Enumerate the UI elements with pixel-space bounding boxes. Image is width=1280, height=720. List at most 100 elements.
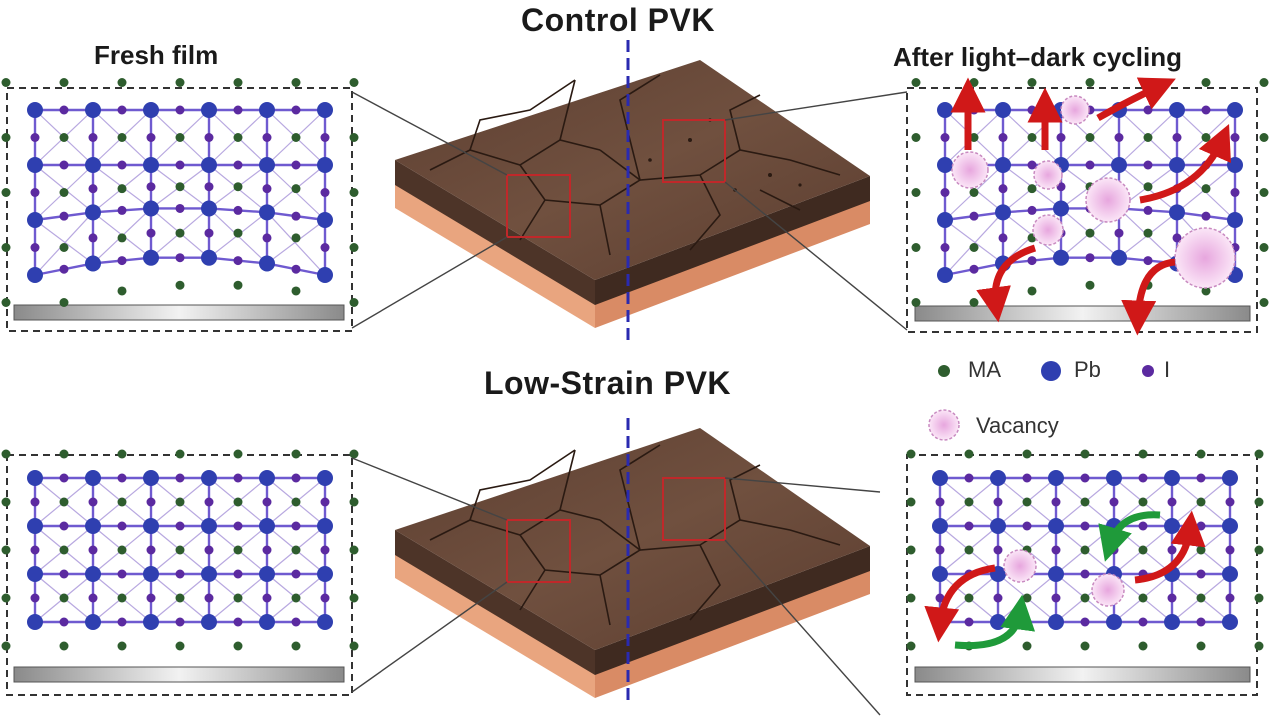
lead-ion xyxy=(1164,614,1180,630)
lead-ion xyxy=(1227,157,1243,173)
ma-ion xyxy=(964,449,974,459)
ma-ion xyxy=(349,497,359,507)
lead-ion xyxy=(1048,470,1064,486)
ma-ion xyxy=(969,188,979,197)
iodide-ion xyxy=(1080,473,1090,483)
legend-pb-marker xyxy=(1041,361,1061,381)
ma-ion xyxy=(117,641,127,651)
low-strain-pvk-title: Low-Strain PVK xyxy=(484,365,732,401)
iodide-ion xyxy=(1051,593,1061,603)
iodide-ion xyxy=(175,253,185,263)
ma-ion xyxy=(1,243,11,252)
iodide-ion xyxy=(1056,133,1066,142)
iodide-ion xyxy=(1085,253,1095,263)
iodide-ion xyxy=(204,593,214,603)
ma-ion xyxy=(175,280,185,290)
iodide-ion xyxy=(1143,160,1153,170)
ma-ion xyxy=(1196,641,1206,651)
ma-ion xyxy=(291,133,301,142)
green-arrow xyxy=(954,594,1036,650)
ma-ion xyxy=(349,298,359,307)
lead-ion xyxy=(1227,102,1243,118)
lead-ion xyxy=(1222,518,1238,534)
fresh-film-panel xyxy=(6,87,353,332)
lead-ion xyxy=(995,204,1011,221)
legend-ma-label: MA xyxy=(968,357,1001,382)
ma-ion xyxy=(1138,497,1148,507)
red-arrow xyxy=(924,564,996,643)
ma-ion xyxy=(1080,593,1090,603)
iodide-ion xyxy=(1196,473,1206,483)
fresh-film-label: Fresh film xyxy=(94,40,219,70)
lead-ion xyxy=(990,614,1006,630)
iodide-ion xyxy=(993,593,1003,603)
ma-ion xyxy=(291,449,301,459)
after-cycling-label: After light–dark cycling xyxy=(893,42,1182,72)
iodide-ion xyxy=(117,569,127,579)
iodide-ion xyxy=(117,205,127,215)
legend-i-marker xyxy=(1142,365,1154,377)
lead-ion xyxy=(143,614,159,630)
iodide-ion xyxy=(262,593,272,603)
ma-ion xyxy=(175,497,185,507)
iodide-ion xyxy=(1225,593,1235,603)
iodide-ion xyxy=(233,521,243,531)
lead-ion xyxy=(259,566,275,582)
lead-ion xyxy=(932,470,948,486)
ma-ion xyxy=(117,286,127,296)
lead-ion xyxy=(995,102,1011,118)
iodide-ion xyxy=(88,184,98,194)
iodide-ion xyxy=(30,497,40,507)
ma-ion xyxy=(117,133,127,142)
ma-ion xyxy=(1254,545,1264,555)
ion-migration-arrows xyxy=(950,77,1231,336)
iodide-ion xyxy=(88,593,98,603)
reversible-migration-arrows xyxy=(924,510,1206,650)
ma-ion xyxy=(1138,545,1148,555)
red-arrow xyxy=(1096,77,1176,122)
ma-ion xyxy=(291,286,301,296)
lead-ion xyxy=(932,566,948,582)
iodide-ion xyxy=(291,211,301,221)
iodide-ion xyxy=(1167,545,1177,555)
ma-ion xyxy=(1259,78,1269,87)
lead-ion xyxy=(1106,470,1122,486)
film-top-face xyxy=(395,60,870,280)
crack-highlight-box xyxy=(506,174,571,238)
iodide-ion xyxy=(964,521,974,531)
lead-ion xyxy=(259,518,275,534)
vacancy-site xyxy=(1033,160,1063,190)
iodide-ion xyxy=(204,133,214,142)
ma-ion xyxy=(1027,78,1037,87)
lead-ion xyxy=(201,614,217,630)
lead-ion xyxy=(317,614,333,630)
iodide-ion xyxy=(320,545,330,555)
ma-ion xyxy=(911,78,921,87)
ma-ion xyxy=(1,449,11,459)
iodide-ion xyxy=(964,473,974,483)
ma-ion xyxy=(906,641,916,651)
lead-ion xyxy=(1048,566,1064,582)
ma-ion xyxy=(1196,593,1206,603)
iodide-ion xyxy=(59,521,69,531)
iodide-ion xyxy=(233,569,243,579)
ma-ion xyxy=(911,298,921,307)
iodide-ion xyxy=(998,233,1008,243)
iodide-ion xyxy=(1167,497,1177,507)
iodide-ion xyxy=(262,545,272,555)
iodide-ion xyxy=(1051,497,1061,507)
film-front-face xyxy=(395,160,595,305)
iodide-ion xyxy=(291,105,301,115)
iodide-ion xyxy=(175,160,185,170)
ma-ion xyxy=(175,593,185,603)
lead-ion xyxy=(259,470,275,486)
ma-ion xyxy=(117,184,127,194)
lead-ion xyxy=(1111,157,1127,173)
iodide-ion xyxy=(59,264,69,274)
iodide-ion xyxy=(935,497,945,507)
iodide-ion xyxy=(88,133,98,142)
iodide-ion xyxy=(204,228,214,238)
lead-ion xyxy=(317,157,333,173)
lead-ion xyxy=(85,566,101,582)
ma-ion xyxy=(175,641,185,651)
